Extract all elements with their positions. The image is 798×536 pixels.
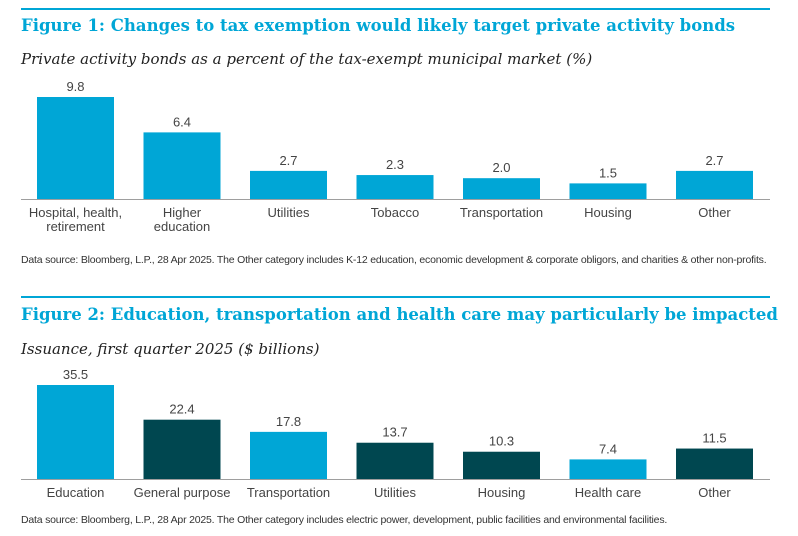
figure1-bar-chart: 9.8 Hospital, health,retirement 6.4 Highere… (21, 79, 770, 234)
figure2-subtitle: Issuance, first quarter 2025 ($ billions… (21, 340, 320, 358)
category-label: retirement (46, 219, 105, 234)
figure2-bar-chart: 35.5 Education 22.4 General purpose 17.8 Tran… (21, 367, 770, 500)
category-label: Health care (575, 485, 641, 500)
bar (250, 170, 327, 199)
bar (250, 431, 327, 479)
bar (37, 385, 114, 479)
bar (463, 451, 540, 479)
bar (569, 459, 647, 479)
data-label: 2.7 (705, 153, 723, 168)
figure1-top-rule (21, 8, 770, 10)
category-label: Education (47, 485, 105, 500)
bar (143, 419, 221, 479)
data-label: 2.0 (492, 160, 510, 175)
category-label: Housing (584, 205, 632, 220)
data-label: 1.5 (599, 165, 617, 180)
bar (356, 175, 434, 199)
data-label: 10.3 (489, 434, 514, 449)
data-label: 6.4 (173, 114, 191, 129)
category-label: Transportation (460, 205, 543, 220)
data-label: 35.5 (63, 367, 88, 382)
category-label: Transportation (247, 485, 330, 500)
category-label: Other (698, 205, 731, 220)
bar (676, 448, 753, 479)
data-label: 2.7 (279, 153, 297, 168)
figure2-title: Figure 2: Education, transportation and … (21, 305, 778, 324)
data-label: 7.4 (599, 441, 617, 456)
bar (569, 183, 647, 199)
category-label: education (154, 219, 210, 234)
category-label: General purpose (134, 485, 231, 500)
figure2-source-note: Data source: Bloomberg, L.P., 28 Apr 202… (21, 514, 668, 526)
category-label: Hospital, health, (29, 205, 122, 220)
category-label: Higher (163, 205, 202, 220)
bar (463, 178, 540, 199)
figure2-top-rule (21, 296, 770, 298)
data-label: 17.8 (276, 414, 301, 429)
category-label: Tobacco (371, 205, 419, 220)
data-label: 9.8 (66, 79, 84, 94)
category-label: Housing (478, 485, 526, 500)
category-label: Utilities (268, 205, 310, 220)
category-label: Other (698, 485, 731, 500)
bar (356, 442, 434, 479)
bar (676, 170, 753, 199)
figure1-source-note: Data source: Bloomberg, L.P., 28 Apr 202… (21, 254, 767, 266)
data-label: 22.4 (169, 402, 194, 417)
figure1-subtitle: Private activity bonds as a percent of t… (21, 50, 593, 68)
data-label: 2.3 (386, 157, 404, 172)
data-label: 11.5 (702, 431, 726, 446)
category-label: Utilities (374, 485, 416, 500)
data-label: 13.7 (382, 425, 407, 440)
figure1-title: Figure 1: Changes to tax exemption would… (21, 16, 736, 35)
bar (143, 132, 221, 199)
bar (37, 97, 114, 199)
